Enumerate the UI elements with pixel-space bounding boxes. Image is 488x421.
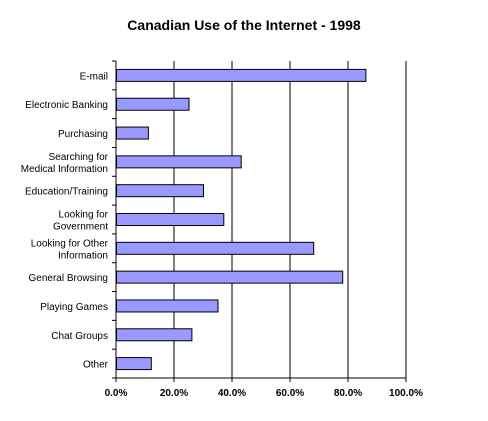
- x-tick-label-2: 40.0%: [218, 388, 246, 399]
- category-label-10: Other: [83, 360, 109, 371]
- category-label-4: Education/Training: [25, 187, 108, 198]
- category-labels: E-mail Electronic Banking Purchasing Search…: [21, 71, 109, 370]
- bar-5: [116, 213, 225, 226]
- category-label-1: Electronic Banking: [25, 100, 108, 111]
- bar-4: [116, 184, 204, 198]
- x-tick-label-0: 0.0%: [105, 388, 128, 399]
- category-label-6: Looking for Other Information: [31, 238, 109, 261]
- x-tick-label-4: 80.0%: [334, 388, 362, 399]
- bar-6: [116, 241, 315, 255]
- bar-8: [116, 299, 219, 313]
- chart-title: Canadian Use of the Internet - 1998: [127, 17, 361, 33]
- bar-0: [116, 68, 367, 82]
- category-label-2: Purchasing: [58, 129, 108, 140]
- bar-2: [116, 126, 149, 140]
- category-label-3: Searching for Medical Information: [21, 152, 109, 175]
- bar-1: [116, 97, 190, 111]
- bars: [116, 68, 367, 371]
- x-tick-label-5: 100.0%: [389, 388, 423, 399]
- axes: [112, 60, 407, 382]
- x-tick-label-1: 20.0%: [160, 388, 188, 399]
- bar-9: [116, 328, 193, 342]
- x-tick-label-3: 60.0%: [276, 388, 304, 399]
- bar-10: [116, 357, 152, 371]
- grid-lines: [173, 61, 407, 378]
- category-label-0: E-mail: [80, 71, 108, 82]
- category-label-7: General Browsing: [29, 273, 108, 284]
- bar-7: [116, 270, 344, 284]
- category-label-9: Chat Groups: [51, 331, 108, 342]
- category-label-8: Playing Games: [40, 302, 108, 313]
- category-label-5: Looking for Government: [53, 210, 109, 233]
- x-tick-labels: 0.0% 20.0% 40.0% 60.0% 80.0% 100.0%: [105, 388, 423, 399]
- bar-3: [116, 155, 242, 169]
